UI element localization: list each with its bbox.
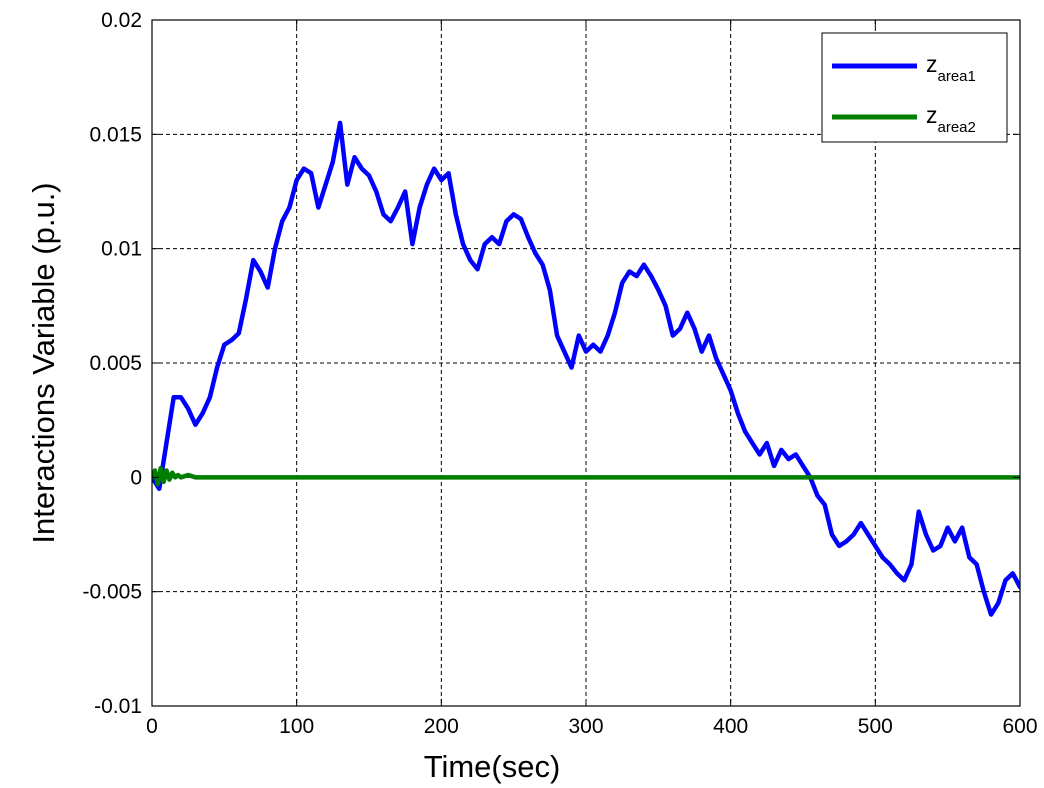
tick-label-layer: 0 100 200 300 400 500 600 -0.01 -0.005 0 0.005 0.01… bbox=[82, 9, 1037, 738]
y-tick-label: 0.02 bbox=[101, 9, 142, 32]
x-tick-label: 400 bbox=[713, 715, 748, 738]
y-tick-label: 0 bbox=[130, 466, 142, 489]
legend-entry-area2: zarea2 bbox=[832, 102, 976, 136]
series-layer bbox=[152, 120, 1020, 617]
x-axis-label: Time(sec) bbox=[424, 749, 561, 784]
series-line-area1 bbox=[152, 120, 1020, 617]
y-axis-label: Interactions Variable (p.u.) bbox=[26, 182, 61, 543]
x-tick-label: 200 bbox=[424, 715, 459, 738]
legend: zarea1 zarea2 bbox=[821, 32, 1008, 143]
y-tick-label: -0.005 bbox=[82, 581, 142, 604]
x-tick-label: 300 bbox=[568, 715, 603, 738]
legend-box bbox=[821, 32, 1008, 143]
series-line-area2 bbox=[152, 465, 1020, 487]
y-tick-label: 0.015 bbox=[89, 123, 142, 146]
y-tick-label: 0.005 bbox=[89, 352, 142, 375]
x-tick-label: 600 bbox=[1002, 715, 1037, 738]
y-tick-label: -0.01 bbox=[94, 695, 142, 718]
x-tick-label: 500 bbox=[858, 715, 893, 738]
legend-entry-area1: zarea1 bbox=[832, 51, 976, 85]
y-tick-label: 0.01 bbox=[101, 238, 142, 261]
legend-label-area2: zarea2 bbox=[926, 102, 976, 136]
x-tick-label: 0 bbox=[146, 715, 158, 738]
legend-label-area1: zarea1 bbox=[926, 51, 976, 85]
axes-layer bbox=[151, 19, 1021, 707]
x-tick-label: 100 bbox=[279, 715, 314, 738]
